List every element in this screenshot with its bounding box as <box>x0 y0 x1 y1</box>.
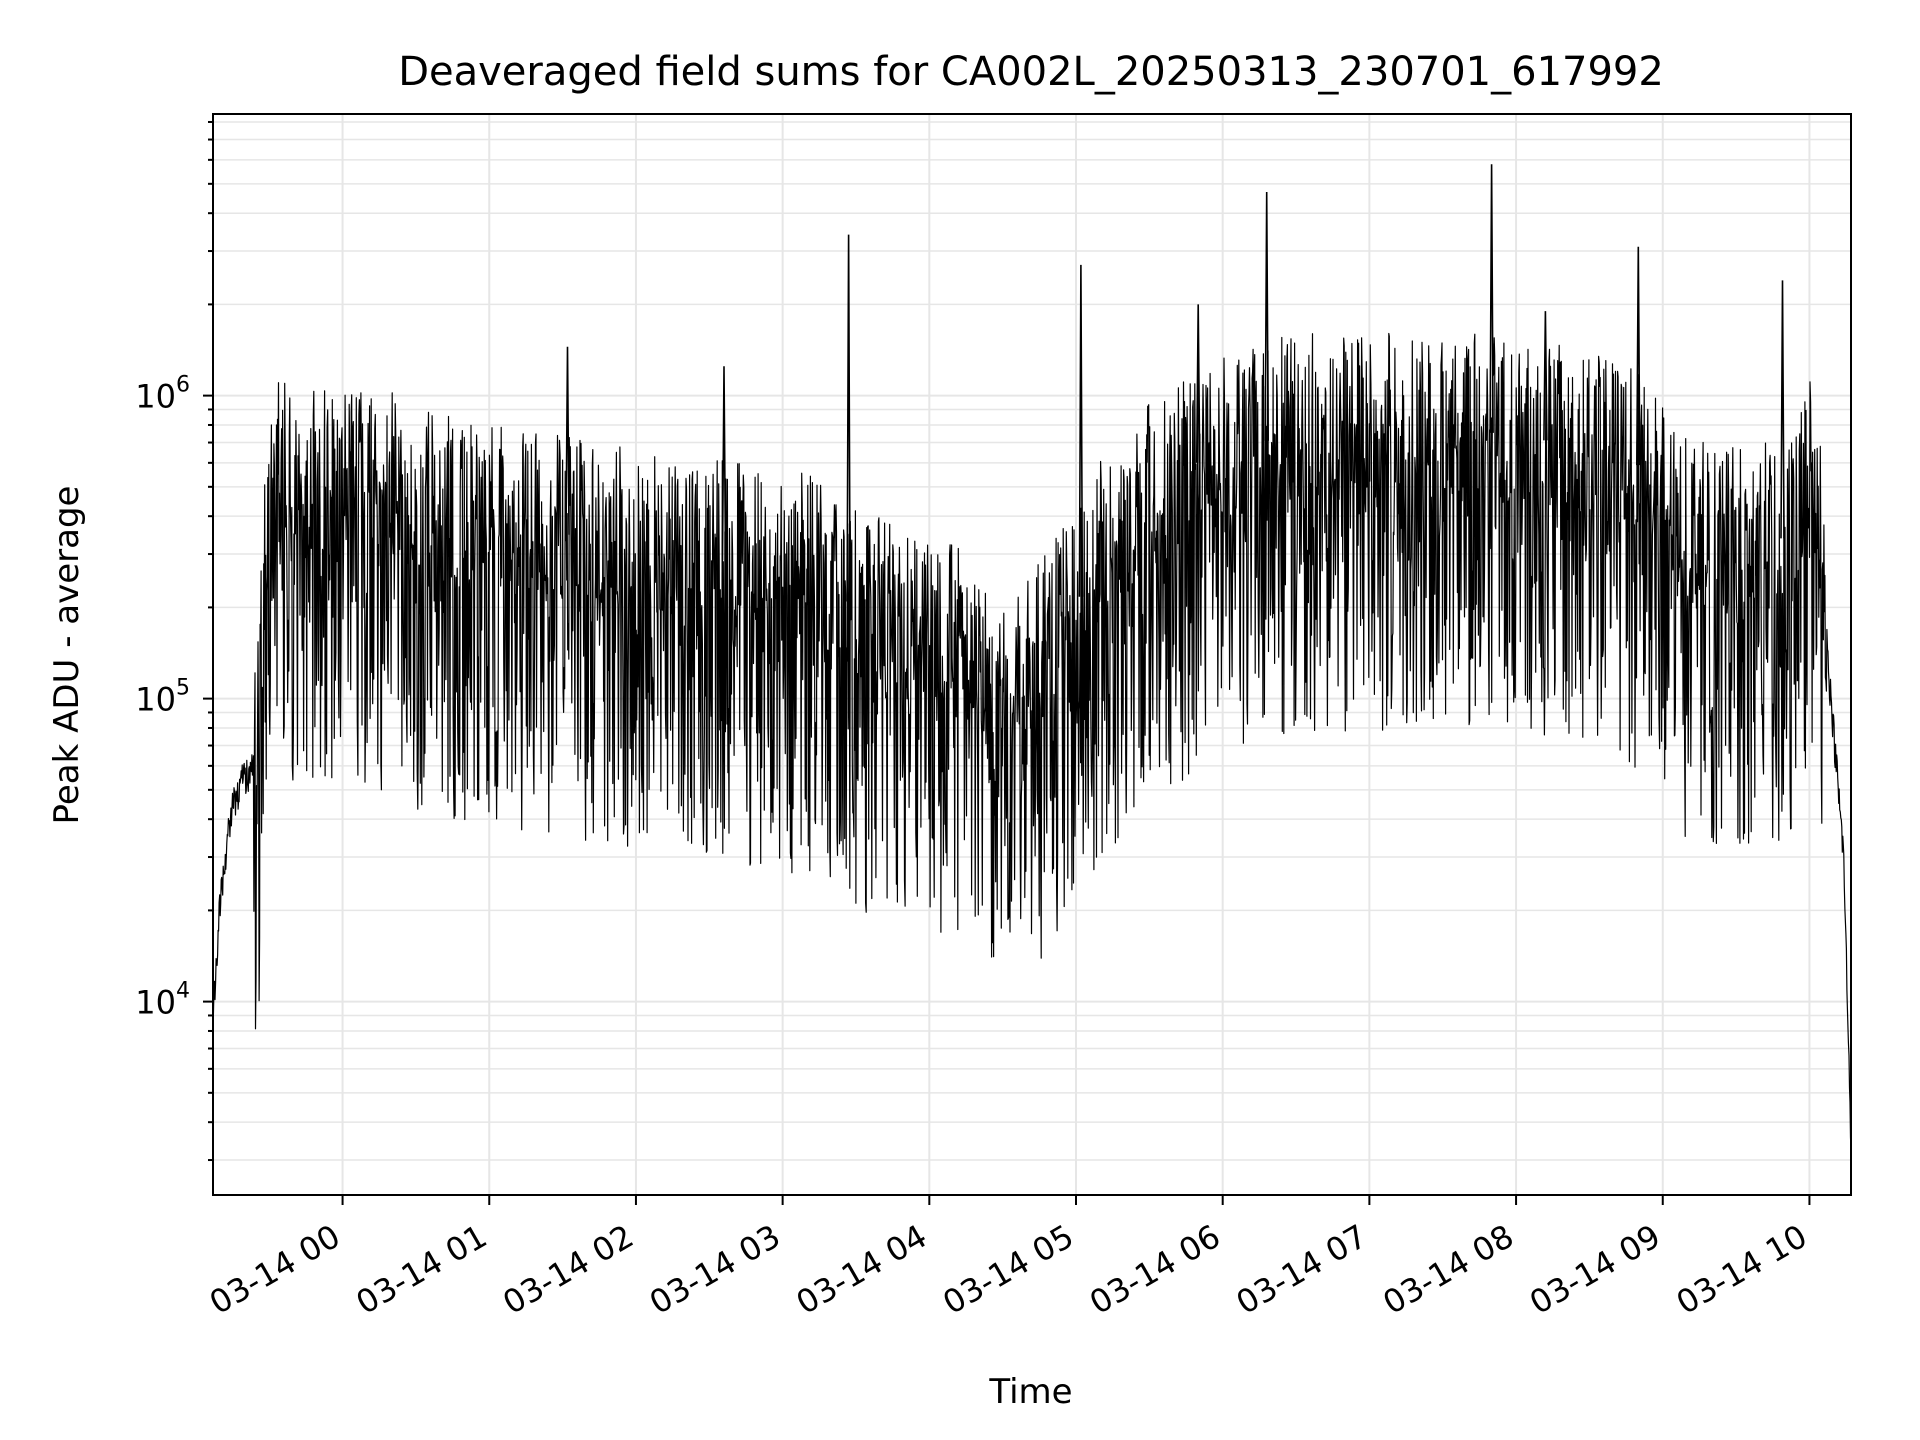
y-axis-ticks: 104 105 106 <box>135 120 213 1162</box>
series-spike <box>846 234 851 602</box>
y-tick-label: 104 <box>135 979 190 1022</box>
series-spike <box>1636 246 1641 466</box>
series-spike <box>1195 304 1201 463</box>
chart-title: Deaveraged field sums for CA002L_2025031… <box>398 49 1664 95</box>
series-line <box>213 164 1851 1151</box>
series-spike <box>1543 311 1548 441</box>
y-tick-label: 105 <box>135 676 190 719</box>
series-spike <box>1264 191 1269 441</box>
y-axis-label: Peak ADU - average <box>47 486 87 825</box>
series-path <box>213 332 1851 1151</box>
series-spike <box>1780 280 1785 539</box>
series-spike <box>1078 264 1084 597</box>
x-axis-label: Time <box>988 1372 1072 1412</box>
series-spike <box>1489 164 1494 433</box>
plot-frame <box>212 113 1852 1196</box>
series-spike <box>565 346 570 535</box>
series-spike <box>721 366 727 561</box>
y-tick-label: 106 <box>135 373 190 416</box>
